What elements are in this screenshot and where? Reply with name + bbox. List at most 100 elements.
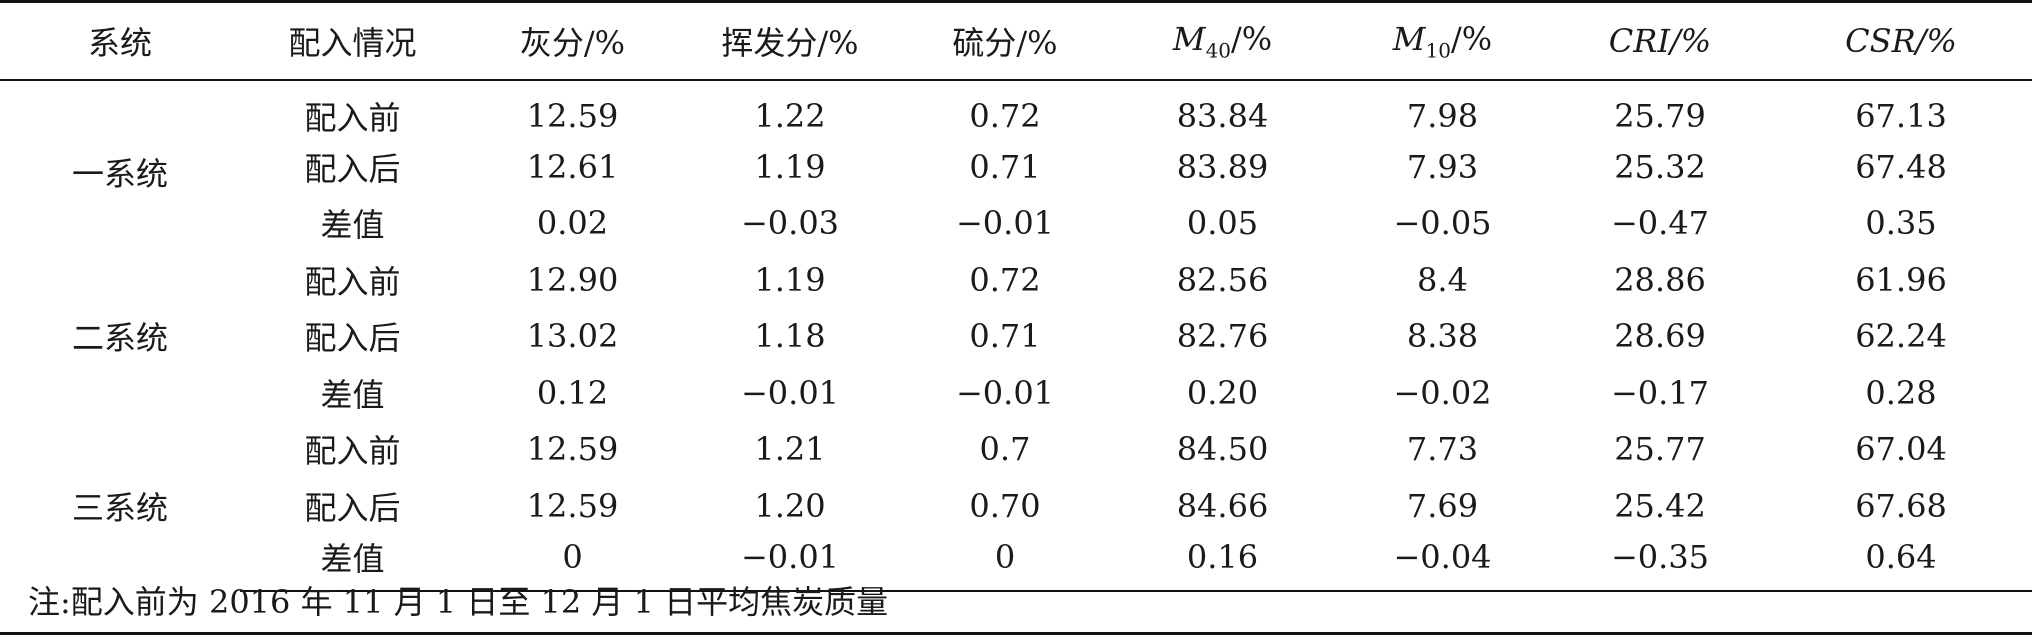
header-row: 系统 配入情况 灰分/% 挥发分/% 硫分/% M40/% M10/% CRI/… bbox=[0, 0, 2032, 81]
csr-cell: 62.24 bbox=[1855, 317, 1947, 356]
cri-cell: 25.42 bbox=[1614, 486, 1706, 525]
ash-cell: 0.02 bbox=[536, 204, 609, 243]
table-row: 配入后 12.59 1.20 0.70 84.66 7.69 25.42 67.68 bbox=[0, 478, 2032, 535]
status-cell: 差值 bbox=[240, 534, 465, 592]
m40-cell: 84.66 bbox=[1176, 486, 1269, 525]
header-ash: 灰分/% bbox=[465, 0, 680, 81]
cri-cell: −0.17 bbox=[1610, 373, 1710, 412]
csr-cell: 0.35 bbox=[1865, 204, 1937, 243]
status-cell: 配入后 bbox=[304, 488, 401, 527]
status-cell: 差值 bbox=[320, 206, 385, 245]
header-m10-letter: M bbox=[1392, 19, 1426, 58]
ash-cell: 12.59 bbox=[526, 96, 619, 135]
m40-cell: 82.56 bbox=[1176, 260, 1269, 299]
m10-cell: 8.4 bbox=[1417, 260, 1468, 299]
bottom-rule bbox=[0, 632, 2032, 635]
m10-cell: −0.04 bbox=[1335, 534, 1550, 592]
volatile-cell: 1.18 bbox=[754, 317, 826, 356]
header-volatile: 挥发分/% bbox=[680, 0, 900, 81]
table-row: 配入后 13.02 1.18 0.71 82.76 8.38 28.69 62.24 bbox=[0, 308, 2032, 365]
csr-cell: 0.28 bbox=[1865, 373, 1937, 412]
sulfur-cell: 0.71 bbox=[969, 317, 1041, 356]
cri-cell: 28.69 bbox=[1614, 317, 1706, 356]
ash-cell: 13.02 bbox=[526, 317, 619, 356]
header-m10: M10/% bbox=[1335, 0, 1550, 81]
status-cell: 配入后 bbox=[304, 149, 401, 188]
sulfur-cell: 0.72 bbox=[969, 96, 1041, 135]
m10-cell: 8.38 bbox=[1406, 317, 1479, 356]
ash-cell: 12.59 bbox=[526, 430, 619, 469]
volatile-cell: 1.21 bbox=[754, 430, 826, 469]
ash-cell: 12.59 bbox=[526, 486, 619, 525]
csr-cell: 67.13 bbox=[1855, 96, 1947, 135]
header-m40-unit: /% bbox=[1231, 19, 1273, 58]
m10-cell: −0.02 bbox=[1393, 373, 1492, 412]
sulfur-cell: 0 bbox=[900, 534, 1110, 592]
m40-cell: 0.20 bbox=[1186, 373, 1259, 412]
header-m40-letter: M bbox=[1172, 19, 1206, 58]
table-row: 二系统 配入前 12.90 1.19 0.72 82.56 8.4 28.86 61.96 bbox=[0, 252, 2032, 358]
m10-cell: 7.93 bbox=[1406, 147, 1479, 186]
header-m40-subscript: 40 bbox=[1205, 37, 1232, 62]
csr-cell: 67.68 bbox=[1855, 486, 1947, 525]
table-row: 三系统 配入前 12.59 1.21 0.7 84.50 7.73 25.77 67.04 bbox=[0, 421, 2032, 527]
m40-cell: 83.84 bbox=[1176, 96, 1269, 135]
header-m10-subscript: 10 bbox=[1425, 37, 1452, 62]
header-m10-unit: /% bbox=[1451, 19, 1493, 58]
cri-cell: −0.47 bbox=[1610, 204, 1710, 243]
m40-cell: 0.16 bbox=[1110, 534, 1335, 592]
table-row: 差值 0 −0.01 0 0.16 −0.04 −0.35 0.64 bbox=[0, 534, 2032, 592]
m40-cell: 82.76 bbox=[1176, 317, 1269, 356]
m10-cell: 7.73 bbox=[1406, 430, 1479, 469]
table-row: 差值 0.12 −0.01 −0.01 0.20 −0.02 −0.17 0.28 bbox=[0, 365, 2032, 422]
cri-cell: −0.35 bbox=[1550, 534, 1770, 592]
table-note: 注:配入前为 2016 年 11 月 1 日至 12 月 1 日平均焦炭质量 bbox=[28, 583, 889, 621]
coke-quality-table: 系统 配入情况 灰分/% 挥发分/% 硫分/% M40/% M10/% CRI/… bbox=[0, 0, 2032, 592]
status-cell: 差值 bbox=[320, 375, 385, 414]
table-body: 一系统 配入前 12.59 1.22 0.72 83.84 7.98 25.79 67.13 配入… bbox=[0, 80, 2032, 592]
cri-cell: 25.79 bbox=[1614, 96, 1706, 135]
csr-cell: 67.04 bbox=[1855, 430, 1947, 469]
sulfur-cell: 0.72 bbox=[969, 260, 1041, 299]
header-m40: M40/% bbox=[1110, 0, 1335, 81]
volatile-cell: 1.22 bbox=[754, 96, 826, 135]
table-row: 配入后 12.61 1.19 0.71 83.89 7.93 25.32 67.48 bbox=[0, 139, 2032, 196]
m40-cell: 0.05 bbox=[1186, 204, 1259, 243]
table-row: 一系统 配入前 12.59 1.22 0.72 83.84 7.98 25.79 67.13 bbox=[0, 80, 2032, 194]
system-name-cell: 三系统 bbox=[71, 489, 168, 527]
header-csr: CSR/% bbox=[1770, 0, 2032, 81]
system-name-cell: 一系统 bbox=[71, 155, 168, 193]
system-name-cell: 二系统 bbox=[71, 319, 168, 358]
volatile-cell: 1.20 bbox=[754, 486, 826, 525]
status-cell: 配入前 bbox=[304, 262, 401, 301]
cri-cell: 25.77 bbox=[1614, 430, 1706, 469]
sulfur-cell: −0.01 bbox=[955, 204, 1055, 243]
sulfur-cell: 0.71 bbox=[969, 147, 1041, 186]
csr-cell: 61.96 bbox=[1855, 260, 1947, 299]
volatile-cell: −0.03 bbox=[740, 204, 840, 243]
volatile-cell: 1.19 bbox=[754, 260, 826, 299]
volatile-cell: −0.01 bbox=[680, 534, 900, 592]
csr-cell: 0.64 bbox=[1770, 534, 2032, 592]
ash-cell: 12.90 bbox=[526, 260, 619, 299]
status-cell: 配入前 bbox=[304, 98, 401, 137]
m10-cell: 7.98 bbox=[1406, 96, 1479, 135]
sulfur-cell: 0.7 bbox=[979, 430, 1031, 469]
m10-cell: 7.69 bbox=[1406, 486, 1479, 525]
csr-cell: 67.48 bbox=[1855, 147, 1947, 186]
m10-cell: −0.05 bbox=[1393, 204, 1492, 243]
table-row: 差值 0.02 −0.03 −0.01 0.05 −0.05 −0.47 0.35 bbox=[0, 195, 2032, 252]
sulfur-cell: −0.01 bbox=[955, 373, 1055, 412]
ash-cell: 0 bbox=[465, 534, 680, 592]
cri-cell: 28.86 bbox=[1614, 260, 1706, 299]
sulfur-cell: 0.70 bbox=[969, 486, 1041, 525]
ash-cell: 0.12 bbox=[536, 373, 609, 412]
status-cell: 配入后 bbox=[304, 319, 401, 358]
m40-cell: 83.89 bbox=[1176, 147, 1269, 186]
header-sulfur: 硫分/% bbox=[900, 0, 1110, 81]
volatile-cell: 1.19 bbox=[754, 147, 826, 186]
volatile-cell: −0.01 bbox=[740, 373, 840, 412]
table-header: 系统 配入情况 灰分/% 挥发分/% 硫分/% M40/% M10/% CRI/… bbox=[0, 0, 2032, 81]
m40-cell: 84.50 bbox=[1176, 430, 1269, 469]
